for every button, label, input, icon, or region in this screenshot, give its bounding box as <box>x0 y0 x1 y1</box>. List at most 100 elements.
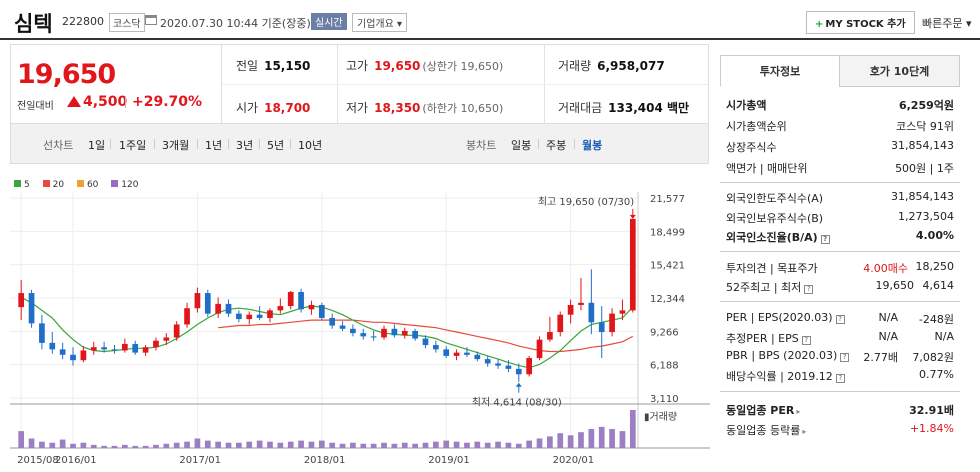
add-mystock-button[interactable]: + MY STOCK 추가 <box>806 11 915 34</box>
line-chart-label: 선차트 <box>43 139 74 152</box>
candle-body <box>101 347 107 350</box>
period-1d[interactable]: 1일 <box>88 139 106 152</box>
divider <box>222 84 708 85</box>
period-3m[interactable]: 3개월 <box>162 139 190 152</box>
help-icon[interactable]: ? <box>835 315 845 324</box>
period-1y[interactable]: 1년 <box>205 139 223 152</box>
volume-bar <box>578 432 584 448</box>
candle-body <box>609 313 615 333</box>
candle-daily[interactable]: 일봉 <box>511 139 532 152</box>
candle-body <box>401 330 408 336</box>
opinion-value: 4.00매수 <box>863 262 908 275</box>
calendar-icon <box>145 15 157 25</box>
tab-investment-info[interactable]: 투자정보 <box>720 55 840 87</box>
quick-order-button[interactable]: 빠른주문 ▾ <box>922 15 972 31</box>
week52-low: 4,614 <box>922 279 955 292</box>
eps-value: -248원 <box>918 313 954 326</box>
shares-label: 상장주식수 <box>726 141 777 154</box>
candle-body <box>225 303 232 314</box>
tab-orderbook[interactable]: 호가 10단계 <box>839 55 960 87</box>
candle-body <box>163 337 170 341</box>
help-icon[interactable]: ? <box>804 285 814 294</box>
company-overview-button[interactable]: 기업개요 ▾ <box>352 13 408 32</box>
x-tick-label: 2019/01 <box>428 455 470 466</box>
period-1w[interactable]: 1주일 <box>119 139 147 152</box>
volume-bar <box>132 445 139 448</box>
market-cap-rank-value: 코스닥 91위 <box>896 120 954 133</box>
opinion-label: 투자의견 | 목표주가 <box>726 262 818 275</box>
period-3y[interactable]: 3년 <box>236 139 254 152</box>
per-value: N/A <box>878 311 898 324</box>
help-icon[interactable]: ? <box>801 336 811 345</box>
volume-bar <box>111 445 118 448</box>
volume-bar <box>204 440 211 448</box>
volume-bar <box>609 429 615 448</box>
add-mystock-label: MY STOCK 추가 <box>825 19 906 30</box>
foreign-ratio-label: 외국인소진율(B/A) <box>726 231 818 244</box>
help-icon[interactable]: ? <box>840 353 850 362</box>
candle-weekly[interactable]: 주봉 <box>546 139 567 152</box>
candle-body <box>277 306 284 311</box>
realtime-badge[interactable]: 실시간 <box>311 13 347 30</box>
stock-name: 심텍 <box>14 12 53 36</box>
period-10y[interactable]: 10년 <box>298 139 323 152</box>
candle-body <box>453 352 460 356</box>
divider <box>720 391 960 392</box>
volume-bar <box>90 444 97 448</box>
divider <box>125 96 126 108</box>
company-overview-label: 기업개요 <box>357 19 394 30</box>
week52-high: 19,650 <box>875 279 915 292</box>
candle-monthly[interactable]: 월봉 <box>582 139 603 152</box>
candle-body <box>80 350 87 361</box>
volume-bar <box>59 439 66 448</box>
y-tick-label: 18,499 <box>650 227 685 238</box>
help-icon[interactable]: ? <box>820 235 830 244</box>
upper-limit: (상한가 19,650) <box>422 60 504 73</box>
candle-body <box>236 313 242 320</box>
pbr-label: PBR | BPS (2020.03) <box>726 349 838 362</box>
candle-body <box>350 328 356 334</box>
candle-body <box>495 363 501 366</box>
prev-close-value: 15,150 <box>264 59 311 73</box>
x-tick-label: 2016/01 <box>55 455 97 466</box>
volume-bar <box>598 426 605 448</box>
candlestick-chart[interactable]: 21,577 18,499 15,421 12,344 9,266 6,188 3,110 ▮… <box>10 192 710 472</box>
volume-bar <box>526 440 533 448</box>
open-label: 시가 <box>236 101 259 115</box>
dropdown-arrow-icon: ▾ <box>397 19 403 30</box>
candle-body <box>370 336 377 338</box>
high-value: 19,650 <box>374 59 421 73</box>
trade-amount: 거래대금 133,404 백만 <box>558 99 689 116</box>
divider <box>538 139 539 149</box>
volume-bar <box>381 442 387 448</box>
period-5y[interactable]: 5년 <box>267 139 285 152</box>
y-tick-label: 3,110 <box>650 394 679 405</box>
volume-bar <box>267 441 273 448</box>
volume-bar <box>495 441 501 448</box>
plus-icon: + <box>815 19 824 30</box>
volume-bar <box>547 436 553 448</box>
y-tick-label: 9,266 <box>650 327 679 338</box>
foreign-ratio-value: 4.00% <box>915 229 954 242</box>
candle-body <box>49 342 56 350</box>
candle-body <box>443 349 450 356</box>
low-value: 18,350 <box>374 101 421 115</box>
legend-swatch-ma60 <box>76 180 84 187</box>
pbr-value: 2.77배 <box>863 351 898 364</box>
candle-body <box>567 304 574 315</box>
volume-bar <box>256 440 263 448</box>
candle-body <box>246 314 253 320</box>
candle-body <box>547 332 553 340</box>
industry-per-value: 32.91배 <box>909 404 954 417</box>
price-change-pct: +29.70% <box>132 94 203 110</box>
candle-body <box>18 293 25 308</box>
candle-body <box>422 338 429 346</box>
help-icon[interactable]: ? <box>835 374 845 383</box>
volume-bar <box>80 442 87 448</box>
divider <box>154 139 155 149</box>
ma20-line <box>218 319 634 353</box>
par-label: 액면가 | 매매단위 <box>726 162 808 175</box>
current-price: 19,650 <box>17 59 116 90</box>
candle-body <box>132 343 139 353</box>
volume-bar <box>225 442 232 448</box>
